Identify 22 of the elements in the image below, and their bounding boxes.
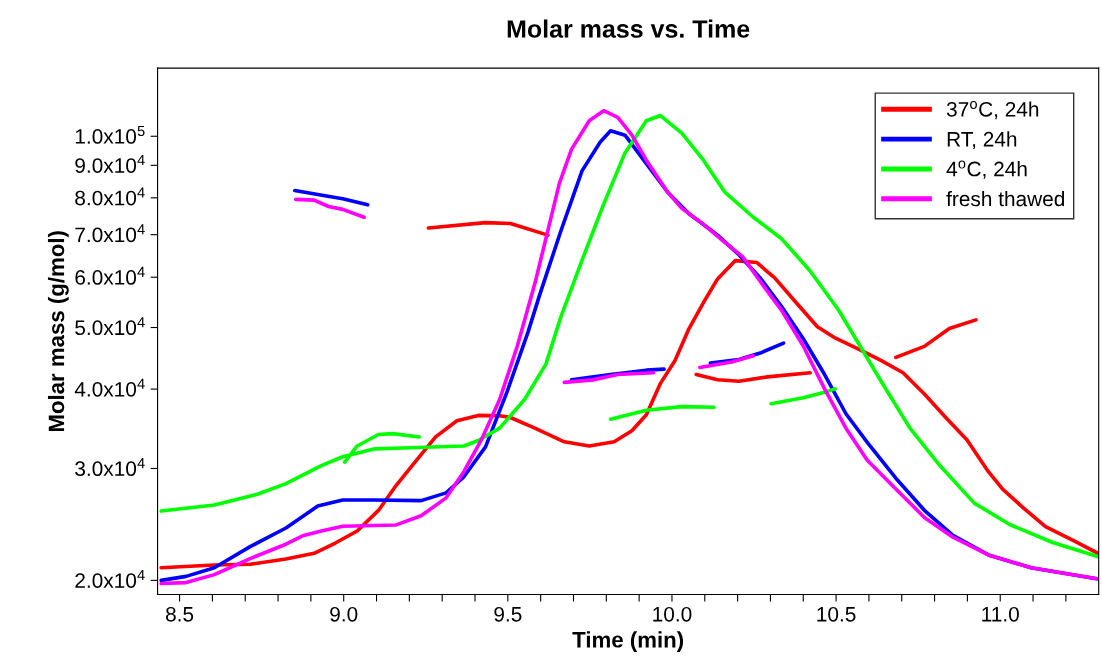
x-tick-label: 10.0 <box>653 606 692 622</box>
legend-label: 4$^{o}$C, 24h <box>946 160 1027 179</box>
legend-label: 37$^{o}$C, 24h <box>946 100 1039 120</box>
x-tick-label: 9.0 <box>330 606 358 622</box>
y-tick-label: 9.0x10$^{4}$ <box>75 154 145 173</box>
x-tick-label: 8.5 <box>166 606 194 622</box>
y-tick-label: 4.0x10$^{4}$ <box>74 378 145 397</box>
x-tick-label: 10.5 <box>817 606 856 622</box>
x-tick-label: 11.0 <box>982 606 1019 622</box>
y-tick-label: 6.0x10$^{4}$ <box>75 266 145 285</box>
y-tick-label: 1.0x10$^{5}$ <box>75 125 145 144</box>
x-tick-label: 9.5 <box>494 606 522 622</box>
y-tick-label: 5.0x10$^{4}$ <box>75 317 145 336</box>
y-tick-label: 2.0x10$^{4}$ <box>75 570 145 588</box>
chart-title: Molar mass vs. Time <box>507 19 750 38</box>
legend-label: fresh thawed <box>946 190 1065 207</box>
y-axis-title: Molar mass (g/mol) <box>47 231 69 432</box>
y-tick-label: 8.0x10$^{4}$ <box>75 187 145 206</box>
y-tick-label: 3.0x10$^{4}$ <box>75 458 145 477</box>
legend-label: RT, 24h <box>947 131 1017 150</box>
y-tick-label: 7.0x10$^{4}$ <box>75 224 145 243</box>
x-axis-title: Time (min) <box>572 631 684 653</box>
